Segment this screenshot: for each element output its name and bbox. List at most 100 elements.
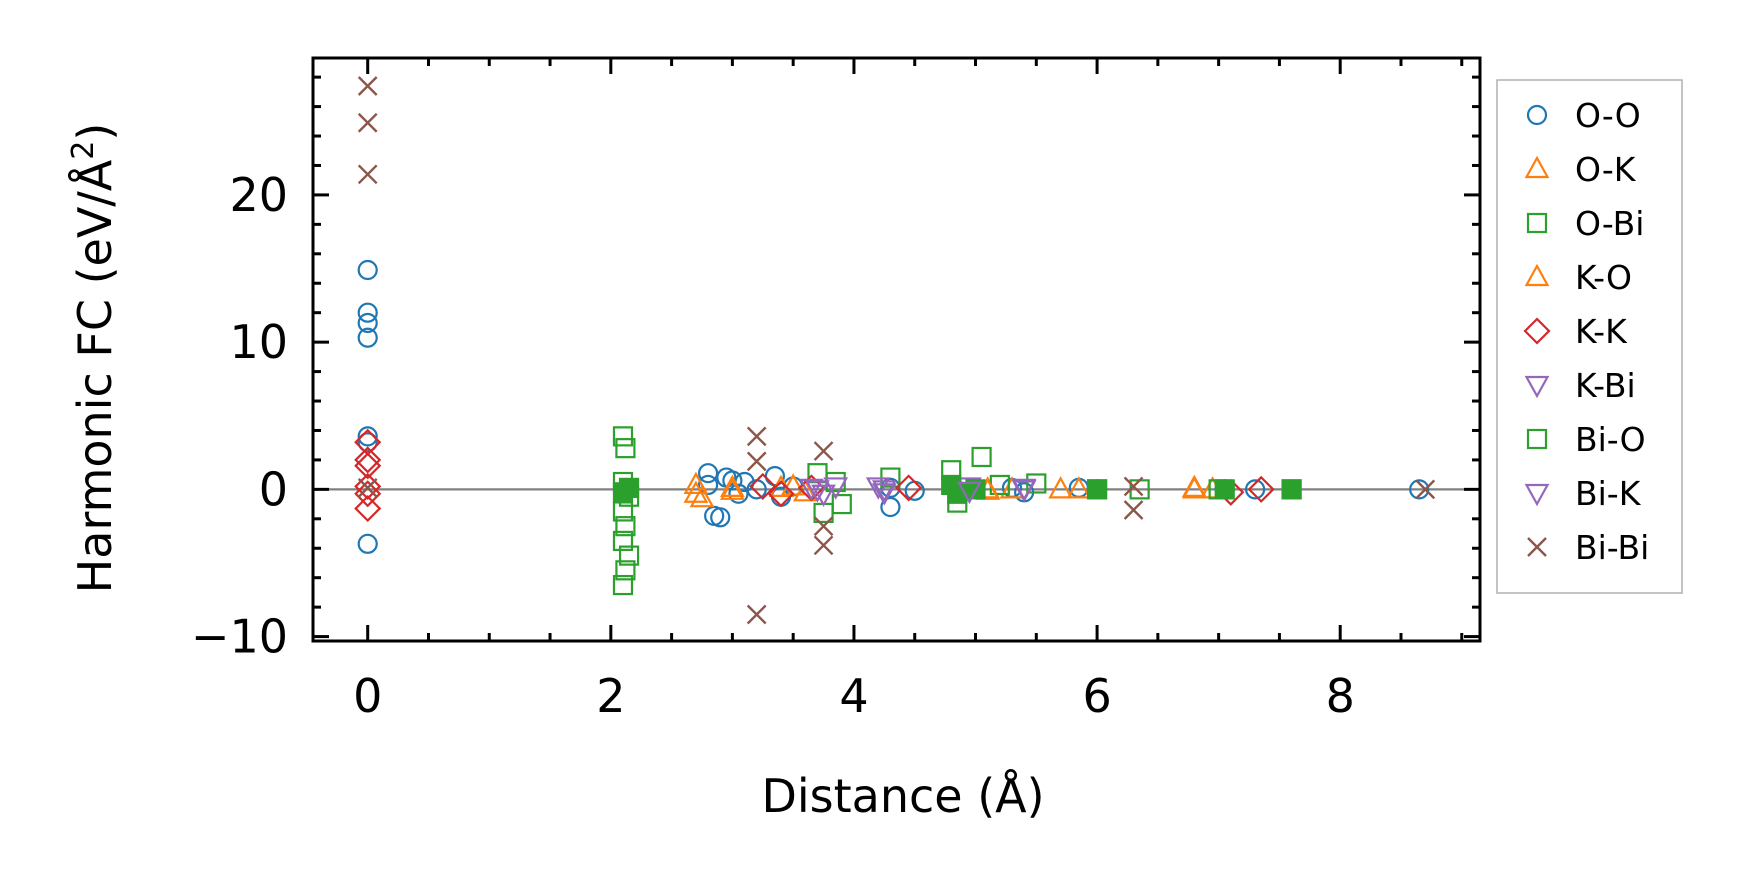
x-tick-label: 0 [353, 669, 382, 723]
legend-marker [1526, 212, 1548, 234]
data-point [1415, 479, 1436, 500]
legend-item: K-O [1524, 258, 1632, 297]
data-point [746, 426, 767, 447]
y-tick-label: 0 [259, 462, 288, 516]
legend-item: Bi-O [1526, 420, 1646, 459]
data-point [805, 480, 830, 503]
data-point [799, 478, 824, 502]
data-point [871, 480, 897, 503]
legend-item: Bi-Bi [1527, 528, 1649, 567]
y-tick-label: 20 [229, 168, 288, 222]
y-tick-label: −10 [191, 610, 288, 664]
legend-marker [1527, 537, 1547, 557]
data-point [357, 478, 378, 498]
data-point [1086, 479, 1108, 500]
data-point [871, 483, 897, 506]
legend-marker [1524, 155, 1550, 179]
data-point [357, 432, 378, 453]
data-point [722, 470, 743, 491]
data-point [895, 474, 923, 502]
legend-marker [1526, 104, 1548, 126]
series-o-o [357, 259, 1430, 554]
data-point [612, 574, 634, 596]
plot-area [313, 76, 1480, 625]
legend-marker [1524, 375, 1550, 399]
legend-marker [1524, 483, 1550, 507]
data-point [904, 480, 925, 501]
data-point [354, 446, 382, 474]
data-point [612, 530, 634, 551]
data-point [971, 446, 992, 468]
y-axis-label-close: ) [68, 123, 122, 141]
y-axis-label-superscript: 2 [66, 141, 101, 160]
data-point [1011, 478, 1037, 502]
data-point [612, 426, 634, 447]
legend-label: Bi-K [1575, 474, 1642, 513]
y-axis-label: Harmonic FC (eV/Å2) [66, 123, 122, 594]
data-point [1123, 500, 1144, 520]
legend-label: K-K [1575, 312, 1628, 351]
axis-ticks [313, 58, 1480, 641]
data-point [880, 477, 901, 498]
series-o-bi [612, 426, 1302, 596]
tick-labels: 0 2 4 6 8 −10 0 10 20 [191, 168, 1355, 723]
data-point [710, 507, 731, 528]
series-bi-o [612, 474, 1302, 504]
y-tick-label: 10 [229, 315, 288, 369]
data-point [683, 480, 709, 503]
data-point [683, 471, 709, 495]
data-point [865, 477, 891, 500]
data-point [354, 472, 382, 500]
x-tick-label: 8 [1326, 669, 1355, 723]
data-point [811, 484, 836, 508]
legend-item: Bi-K [1524, 474, 1642, 513]
series-bi-bi [357, 76, 1436, 625]
data-point [728, 483, 749, 504]
data-point [354, 452, 382, 480]
data-point [689, 484, 715, 508]
data-point [615, 516, 636, 537]
legend: O-O O-K O-Bi K-O K-K K-Bi Bi-O Bi-K Bi-Bi [1496, 79, 1683, 594]
legend-label: K-O [1575, 258, 1632, 297]
data-point [1245, 479, 1266, 500]
data-point [357, 76, 378, 96]
data-point [357, 112, 378, 133]
legend-label: K-Bi [1575, 366, 1636, 405]
data-point [357, 327, 378, 348]
series-bi-k [805, 478, 1037, 505]
x-tick-label: 2 [596, 669, 625, 723]
legend-label: Bi-Bi [1575, 528, 1649, 567]
data-point [357, 426, 378, 447]
data-point [767, 480, 795, 508]
data-point [354, 480, 382, 508]
data-point [746, 451, 767, 472]
data-point [1066, 476, 1092, 499]
data-point [813, 535, 834, 556]
data-point [749, 472, 777, 500]
legend-item: O-O [1526, 96, 1641, 135]
data-point [357, 302, 378, 323]
data-point [615, 438, 636, 459]
legend-item: K-Bi [1524, 366, 1636, 405]
data-point [823, 477, 849, 500]
legend-label: O-Bi [1575, 204, 1644, 243]
data-point [357, 259, 378, 281]
axes-frame [311, 56, 1482, 643]
data-point [792, 479, 818, 502]
x-tick-label: 6 [1082, 669, 1111, 723]
data-point [615, 560, 636, 581]
data-point [1026, 473, 1047, 494]
data-point [697, 463, 719, 484]
data-point [618, 477, 640, 498]
data-point [357, 164, 378, 185]
legend-marker [1526, 428, 1548, 450]
data-point [612, 501, 634, 522]
legend-label: O-O [1575, 96, 1641, 135]
data-point [1247, 475, 1275, 503]
data-point [813, 441, 834, 461]
data-point [618, 545, 640, 566]
data-point [957, 481, 982, 505]
x-axis-label: Distance (Å) [761, 769, 1044, 823]
data-point [1214, 479, 1235, 500]
